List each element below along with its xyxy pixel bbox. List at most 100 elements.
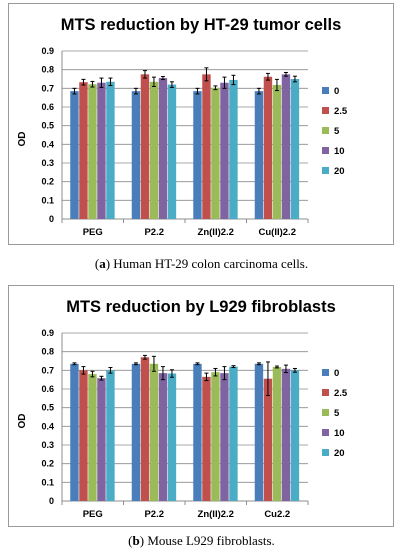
y-tick-label: 0.9 (41, 46, 54, 56)
bar (290, 79, 300, 219)
bar (202, 376, 211, 501)
bar (220, 82, 229, 219)
chart-panel-b: MTS reduction by L929 fibroblasts 0 0.1 0.2… (8, 285, 394, 527)
x-category-label: Cu(II)2.2 (259, 227, 296, 238)
bar (229, 79, 238, 219)
chart-a-svg: MTS reduction by HT-29 tumor cells 0 0.1 0.… (17, 16, 348, 238)
legend-label: 10 (334, 146, 345, 157)
y-tick-label: 0.6 (41, 384, 54, 394)
x-category-label: PEG (83, 509, 103, 520)
bar (149, 81, 159, 219)
caption-a: (a) Human HT-29 colon carcinoma cells. (94, 256, 309, 271)
legend-label: 5 (334, 408, 340, 419)
y-tick-label: 0.4 (41, 139, 54, 149)
bar (220, 373, 229, 501)
y-tick-label: 0.3 (41, 158, 54, 168)
x-category-label: Zn(II)2.2 (198, 227, 234, 238)
bar (272, 84, 282, 220)
bar (140, 357, 150, 501)
bar (167, 84, 177, 219)
legend-swatch (322, 147, 329, 154)
x-category-label: Cu2.2 (264, 509, 290, 520)
bar (88, 374, 97, 501)
y-tick-label: 0.2 (41, 177, 54, 187)
bar (70, 91, 79, 219)
y-tick-label: 0.9 (41, 328, 54, 338)
legend-swatch (322, 127, 329, 134)
bar (70, 363, 79, 501)
bar (202, 74, 211, 219)
bar (263, 76, 273, 219)
x-category-label: Zn(II)2.2 (198, 509, 234, 520)
caption-a-letter: a (99, 256, 106, 271)
y-tick-label: 0.2 (41, 459, 54, 469)
chart-title: MTS reduction by L929 fibroblasts (66, 298, 336, 316)
legend-swatch (322, 449, 329, 456)
y-tick-label: 0.7 (41, 83, 54, 93)
bar (193, 91, 202, 219)
caption-a-text: Human HT-29 colon carcinoma cells. (113, 256, 309, 271)
legend-label: 10 (334, 428, 345, 439)
bar (106, 370, 115, 501)
bar (79, 370, 88, 501)
bar (97, 378, 106, 501)
bar (167, 373, 177, 501)
bar (79, 82, 88, 219)
bar (140, 74, 150, 219)
legend-label: 0 (334, 86, 339, 97)
x-category-label: P2.2 (144, 227, 164, 238)
y-tick-label: 0.8 (41, 65, 54, 75)
legend-swatch (322, 87, 329, 94)
legend-label: 0 (334, 368, 339, 379)
bar (229, 366, 238, 501)
y-tick-label: 0.4 (41, 421, 54, 431)
y-tick-label: 0.6 (41, 102, 54, 112)
legend-swatch (322, 429, 329, 436)
y-tick-label: 0.8 (41, 347, 54, 357)
x-category-label: P2.2 (144, 509, 164, 520)
y-tick-label: 0.1 (41, 477, 54, 487)
bar (211, 372, 220, 501)
bar (131, 91, 141, 219)
x-category-label: PEG (83, 227, 103, 238)
legend-label: 20 (334, 166, 345, 177)
legend-label: 5 (334, 126, 340, 137)
bar (272, 366, 282, 501)
bar (254, 91, 264, 219)
legend-label: 20 (334, 448, 345, 459)
bar (211, 87, 220, 219)
bar (131, 363, 141, 501)
bar (97, 82, 106, 219)
y-tick-label: 0.7 (41, 365, 54, 375)
bar (106, 81, 115, 219)
bar (88, 84, 97, 219)
bar (149, 363, 159, 501)
bar (290, 370, 300, 501)
chart-panel-a: MTS reduction by HT-29 tumor cells 0 0.1 0.… (8, 3, 394, 245)
caption-b-letter: b (132, 533, 140, 548)
legend-label: 2.5 (334, 106, 348, 117)
chart-b-svg: MTS reduction by L929 fibroblasts 0 0.1 0.2… (17, 298, 348, 520)
chart-title: MTS reduction by HT-29 tumor cells (61, 16, 342, 34)
bar (281, 74, 291, 219)
caption-b-text: Mouse L929 fibroblasts. (147, 533, 275, 548)
legend-swatch (322, 167, 329, 174)
bar (254, 363, 264, 501)
y-axis-label: OD (17, 132, 28, 147)
y-axis-label: OD (17, 414, 28, 429)
legend-swatch (322, 389, 329, 396)
y-tick-label: 0.5 (41, 403, 54, 413)
bar (193, 363, 202, 501)
legend-swatch (322, 369, 329, 376)
legend-swatch (322, 107, 329, 114)
bar (158, 373, 168, 501)
caption-b: (b) Mouse L929 fibroblasts. (128, 533, 275, 548)
legend-label: 2.5 (334, 388, 348, 399)
y-tick-label: 0.1 (41, 195, 54, 205)
bar (158, 78, 168, 219)
bar (263, 378, 273, 501)
bar (281, 368, 291, 501)
y-tick-label: 0 (49, 214, 54, 224)
y-tick-label: 0.5 (41, 121, 54, 131)
legend-swatch (322, 409, 329, 416)
